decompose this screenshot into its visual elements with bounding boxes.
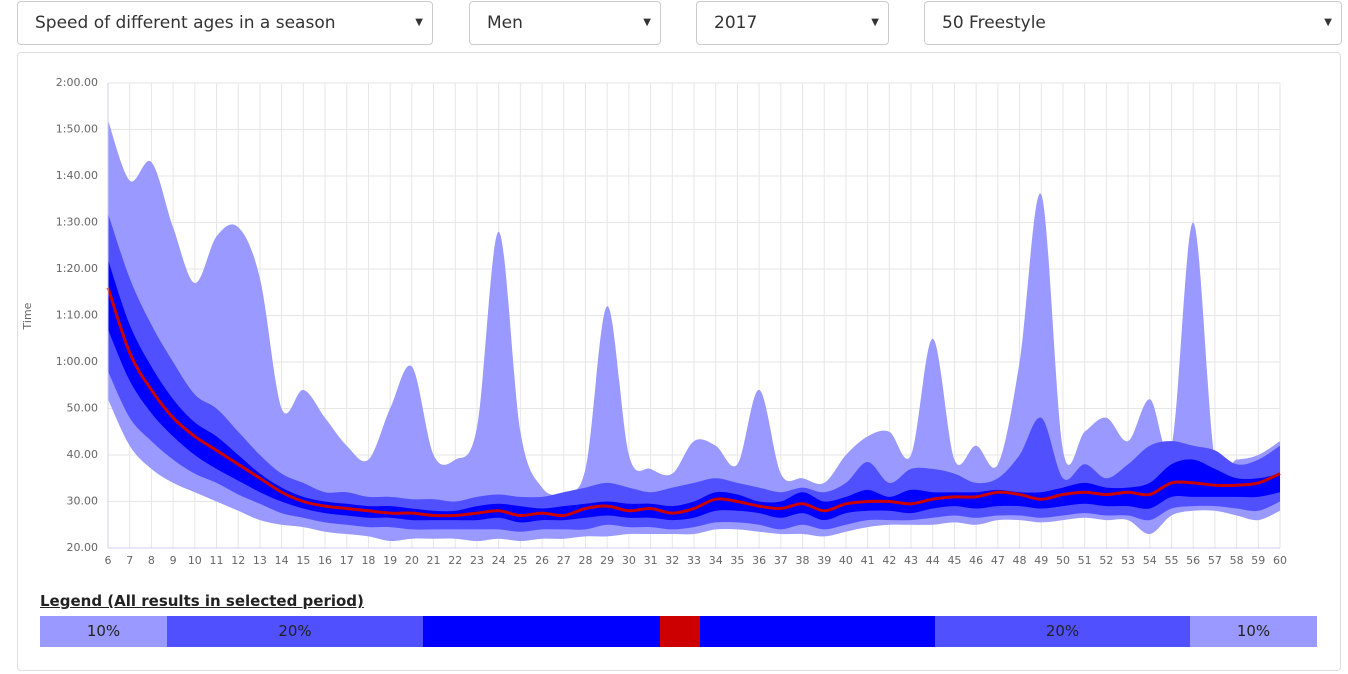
x-tick-label: 11 [210, 554, 224, 567]
x-tick-label: 16 [318, 554, 332, 567]
median-line [106, 287, 1281, 518]
x-tick-label: 40 [839, 554, 853, 567]
x-tick-label: 41 [861, 554, 875, 567]
x-tick-label: 25 [513, 554, 527, 567]
x-tick-label: 59 [1251, 554, 1265, 567]
x-tick-label: 58 [1230, 554, 1244, 567]
x-tick-label: 57 [1208, 554, 1222, 567]
x-tick-label: 42 [882, 554, 896, 567]
y-tick-label: 1:50.00 [56, 123, 98, 136]
caret: ▼ [643, 17, 651, 28]
x-tick-label: 53 [1121, 554, 1135, 567]
x-tick-label: 7 [126, 554, 133, 567]
y-tick-label: 20.00 [67, 541, 99, 554]
x-tick-label: 14 [275, 554, 289, 567]
gender-select[interactable]: Men ▼ [469, 1, 661, 45]
legend-item [700, 616, 935, 647]
x-tick-label: 52 [1099, 554, 1113, 567]
select-text: 50 Freestyle [942, 13, 1046, 33]
x-tick-label: 35 [730, 554, 744, 567]
x-tick-label: 6 [105, 554, 112, 567]
y-tick-label: 1:40.00 [56, 169, 98, 182]
chart-panel [17, 52, 1341, 671]
x-tick-label: 28 [578, 554, 592, 567]
x-tick-label: 36 [752, 554, 766, 567]
x-tick-label: 29 [600, 554, 614, 567]
x-tick-label: 22 [448, 554, 462, 567]
x-tick-label: 49 [1034, 554, 1048, 567]
x-tick-label: 19 [383, 554, 397, 567]
x-tick-label: 34 [709, 554, 723, 567]
select-text: 2017 [714, 13, 758, 33]
x-tick-label: 20 [405, 554, 419, 567]
x-tick-label: 30 [622, 554, 636, 567]
x-tick-label: 27 [557, 554, 571, 567]
y-tick-label: 1:30.00 [56, 216, 98, 229]
legend-item: 10% [40, 616, 167, 647]
x-tick-label: 10 [188, 554, 202, 567]
x-tick-label: 23 [470, 554, 484, 567]
x-tick-label: 9 [170, 554, 177, 567]
x-tick-label: 60 [1273, 554, 1287, 567]
y-tick-label: 2:00.00 [56, 76, 98, 89]
caret: ▼ [871, 17, 879, 28]
x-tick-label: 39 [817, 554, 831, 567]
x-tick-label: 50 [1056, 554, 1070, 567]
y-tick-label: 30.00 [67, 495, 99, 508]
x-tick-label: 47 [991, 554, 1005, 567]
metric-select[interactable]: Speed of different ages in a season ▼ [17, 1, 433, 45]
legend: 10% 20% 20% 10% [40, 616, 1317, 647]
x-tick-label: 46 [969, 554, 983, 567]
y-tick-label: 1:20.00 [56, 262, 98, 275]
legend-item [423, 616, 660, 647]
x-tick-label: 51 [1078, 554, 1092, 567]
x-tick-label: 21 [427, 554, 441, 567]
event-select[interactable]: 50 Freestyle ▼ [924, 1, 1342, 45]
x-tick-label: 15 [296, 554, 310, 567]
x-tick-label: 33 [687, 554, 701, 567]
x-tick-label: 31 [644, 554, 658, 567]
x-tick-label: 37 [774, 554, 788, 567]
x-tick-label: 12 [231, 554, 245, 567]
select-text: Men [487, 13, 523, 33]
legend-title: Legend (All results in selected period) [40, 592, 364, 610]
x-tick-label: 26 [535, 554, 549, 567]
x-tick-label: 17 [340, 554, 354, 567]
chart: Time 20.00 30.00 40.00 50.00 1:00.00 1:10.00 1… [21, 76, 1287, 567]
legend-item: 20% [167, 616, 423, 647]
band [108, 120, 1280, 542]
y-tick-label: 1:10.00 [56, 309, 98, 322]
x-tick-label: 38 [796, 554, 810, 567]
caret: ▼ [1324, 17, 1332, 28]
y-tick-label: 1:00.00 [56, 355, 98, 368]
legend-item: 20% [935, 616, 1190, 647]
x-tick-label: 43 [904, 554, 918, 567]
y-tick-label: 40.00 [67, 448, 99, 461]
y-axis-title: Time [21, 302, 34, 330]
x-tick-label: 54 [1143, 554, 1157, 567]
legend-item [660, 616, 700, 647]
x-tick-label: 45 [947, 554, 961, 567]
band [108, 259, 1280, 523]
legend-item: 10% [1190, 616, 1317, 647]
select-text: Speed of different ages in a season [35, 13, 336, 33]
x-tick-label: 55 [1164, 554, 1178, 567]
x-tick-label: 8 [148, 554, 155, 567]
x-tick-label: 24 [492, 554, 506, 567]
x-tick-label: 13 [253, 554, 267, 567]
x-tick-label: 18 [361, 554, 375, 567]
x-tick-label: 56 [1186, 554, 1200, 567]
year-select[interactable]: 2017 ▼ [696, 1, 889, 45]
caret: ▼ [415, 17, 423, 28]
x-tick-label: 44 [926, 554, 940, 567]
y-tick-label: 50.00 [67, 402, 99, 415]
x-tick-label: 48 [1013, 554, 1027, 567]
x-tick-label: 32 [665, 554, 679, 567]
